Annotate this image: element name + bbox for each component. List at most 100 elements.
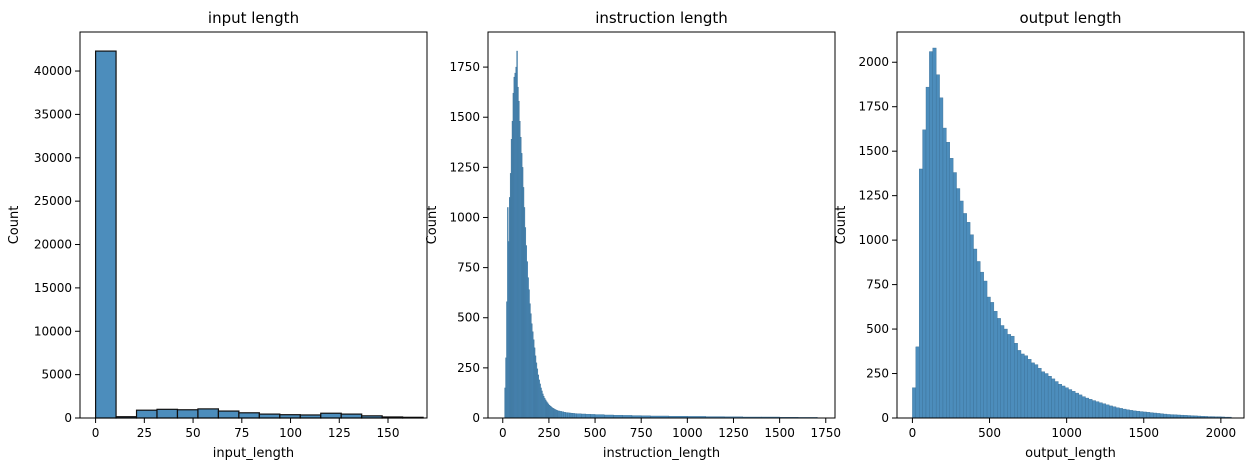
histogram-bar <box>135 409 158 419</box>
histogram-bar <box>238 412 260 419</box>
histogram-bar <box>1078 394 1083 419</box>
histogram-bar <box>1020 353 1025 419</box>
histogram-bar <box>922 129 927 419</box>
histogram-bar <box>156 408 179 419</box>
histogram-bar <box>574 413 577 419</box>
histogram-bar <box>1061 385 1066 419</box>
histogram-bar <box>258 413 281 419</box>
histogram-bar <box>569 412 572 419</box>
histogram-bar <box>567 412 570 419</box>
y-tick-label: 15000 <box>34 281 72 295</box>
histogram-bar <box>1047 375 1052 419</box>
x-tick-label: 75 <box>234 426 249 440</box>
histogram-bar <box>1149 412 1154 419</box>
y-tick-label: 40000 <box>34 64 72 78</box>
histogram-bar <box>997 318 1001 419</box>
y-tick-label: 1750 <box>858 100 889 114</box>
histogram-bar <box>956 188 961 419</box>
histogram-bar <box>946 142 950 419</box>
histogram-bar <box>932 47 937 419</box>
y-tick-label: 500 <box>866 322 889 336</box>
chart-panel-3: 0 500 1000 1500 2000 0 250 500 750 1000 1250 1500 17… <box>834 9 1245 461</box>
histogram-bar <box>1054 381 1059 419</box>
y-tick-label: 250 <box>457 361 480 375</box>
x-tick-label: 150 <box>377 426 400 440</box>
y-tick-label: 1250 <box>449 160 480 174</box>
x-tick-label: 1000 <box>672 426 703 440</box>
histogram-bar <box>581 413 587 419</box>
plot-frame <box>896 31 1245 419</box>
histogram-bar <box>572 413 575 419</box>
histogram-bar <box>925 86 930 419</box>
histogram-bar <box>929 51 933 419</box>
histogram-bar <box>983 280 988 419</box>
histogram-bar <box>1119 408 1123 419</box>
histogram-bar <box>1115 407 1120 419</box>
histogram-bar <box>1163 413 1168 419</box>
histogram-bar <box>1153 412 1157 419</box>
histogram-bar <box>1098 402 1103 419</box>
x-tick-label: 50 <box>185 426 200 440</box>
plot-frame <box>487 31 836 419</box>
y-tick-label: 500 <box>457 311 480 325</box>
histogram-bar <box>1085 397 1090 419</box>
y-tick-label: 25000 <box>34 194 72 208</box>
x-tick-label: 750 <box>630 426 653 440</box>
histogram-bar <box>1024 355 1028 419</box>
histogram-bar <box>1003 328 1008 419</box>
y-tick-label: 0 <box>64 411 72 425</box>
plot-frame <box>79 31 428 419</box>
y-axis-label: Count <box>7 206 22 245</box>
histogram-bar <box>1092 400 1096 419</box>
histogram-bar <box>94 50 117 419</box>
histogram-bar <box>1014 343 1018 419</box>
histogram-bar <box>952 172 957 419</box>
histogram-bar <box>585 413 591 419</box>
x-axis-label: instruction_length <box>603 446 720 461</box>
histogram-bar <box>1017 350 1022 419</box>
x-tick-label: 1500 <box>764 426 795 440</box>
histogram-bar <box>565 412 568 419</box>
histogram-bar <box>1166 414 1171 419</box>
y-tick-label: 1500 <box>858 144 889 158</box>
histogram-bar <box>1030 362 1035 419</box>
x-axis-label: input_length <box>213 446 294 461</box>
histogram-bar <box>973 248 978 419</box>
histogram-bar <box>1064 387 1069 419</box>
histogram-bar <box>1109 405 1113 419</box>
histogram-bar <box>1102 403 1107 419</box>
histogram-bar <box>993 311 998 419</box>
y-tick-label: 0 <box>881 411 889 425</box>
histogram-bar <box>1088 399 1093 419</box>
histogram-bar <box>1125 409 1130 419</box>
y-tick-label: 30000 <box>34 151 72 165</box>
histogram-bar <box>1132 410 1137 419</box>
y-tick-label: 10000 <box>34 324 72 338</box>
histogram-bar <box>1122 408 1127 419</box>
y-tick-label: 2000 <box>858 55 889 69</box>
y-tick-label: 750 <box>457 261 480 275</box>
histogram-bar <box>969 234 974 419</box>
x-tick-label: 100 <box>279 426 302 440</box>
y-tick-label: 5000 <box>41 368 72 382</box>
x-tick-label: 2000 <box>1206 426 1237 440</box>
histogram-bar <box>949 158 954 419</box>
histogram-bar <box>1058 384 1062 419</box>
histogram-bar <box>320 412 342 419</box>
histogram-bar <box>1112 406 1117 419</box>
x-tick-label: 0 <box>909 426 917 440</box>
x-tick-label: 0 <box>92 426 100 440</box>
x-tick-label: 1000 <box>1051 426 1082 440</box>
chart-panel-1: 0 25 50 75 100 125 150 0 5000 10000 15000 20000 2500… <box>7 9 428 461</box>
histogram-bar <box>939 97 944 419</box>
histogram-bar <box>1010 335 1015 419</box>
histogram-bar <box>935 74 940 419</box>
x-axis-label: output_length <box>1025 446 1116 461</box>
histogram-bar <box>1170 414 1174 419</box>
histogram-bar <box>1000 325 1005 419</box>
histogram-bar <box>1139 411 1144 419</box>
histogram-bar <box>919 168 923 419</box>
x-tick-label: 1500 <box>1128 426 1159 440</box>
y-tick-label: 0 <box>472 411 480 425</box>
